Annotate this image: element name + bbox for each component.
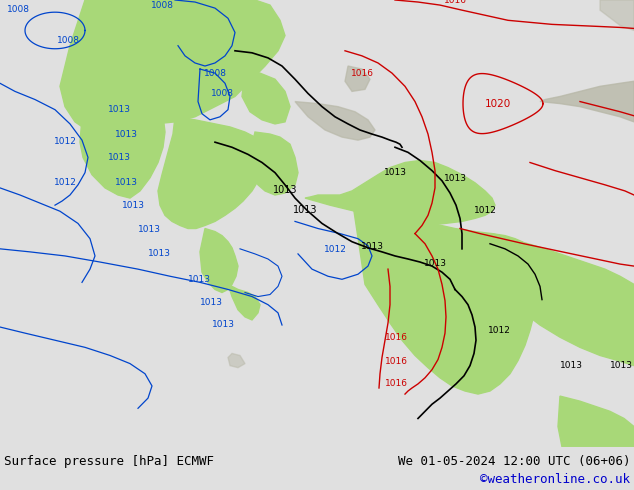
Text: 1013: 1013 xyxy=(188,275,211,284)
Polygon shape xyxy=(200,228,238,293)
Polygon shape xyxy=(295,101,375,140)
Polygon shape xyxy=(558,396,634,447)
Text: 1013: 1013 xyxy=(610,361,633,369)
Polygon shape xyxy=(540,81,634,122)
Text: 1008: 1008 xyxy=(210,90,233,98)
Text: 1013: 1013 xyxy=(384,168,406,177)
Text: 1013: 1013 xyxy=(115,178,138,187)
Text: 1016: 1016 xyxy=(385,333,408,342)
Text: 1016: 1016 xyxy=(385,379,408,388)
Polygon shape xyxy=(228,284,260,320)
Polygon shape xyxy=(248,132,298,195)
Polygon shape xyxy=(80,20,165,198)
Polygon shape xyxy=(345,66,370,92)
Text: 1013: 1013 xyxy=(122,201,145,210)
Text: 1016: 1016 xyxy=(351,69,373,78)
Text: 1016: 1016 xyxy=(385,357,408,366)
Text: 1013: 1013 xyxy=(361,242,384,251)
Text: We 01-05-2024 12:00 UTC (06+06): We 01-05-2024 12:00 UTC (06+06) xyxy=(398,455,630,468)
Text: 1012: 1012 xyxy=(323,245,346,254)
Text: 1013: 1013 xyxy=(108,153,131,163)
Text: 1012: 1012 xyxy=(474,206,496,215)
Text: 1016: 1016 xyxy=(444,0,467,5)
Text: 1012: 1012 xyxy=(53,137,77,146)
Polygon shape xyxy=(158,117,265,228)
Text: 1008: 1008 xyxy=(6,5,30,14)
Polygon shape xyxy=(305,160,495,225)
Text: 1013: 1013 xyxy=(273,185,297,195)
Text: ©weatheronline.co.uk: ©weatheronline.co.uk xyxy=(480,473,630,487)
Polygon shape xyxy=(242,71,290,124)
Text: 1008: 1008 xyxy=(150,1,174,10)
Polygon shape xyxy=(60,0,285,132)
Text: 1012: 1012 xyxy=(488,326,511,335)
Text: 1012: 1012 xyxy=(53,178,77,187)
Text: 1013: 1013 xyxy=(115,130,138,139)
Text: 1013: 1013 xyxy=(212,320,235,329)
Text: 1008: 1008 xyxy=(204,69,226,78)
Text: 1008: 1008 xyxy=(56,36,79,45)
Text: 1013: 1013 xyxy=(200,298,223,307)
Polygon shape xyxy=(228,353,245,368)
Polygon shape xyxy=(492,234,634,366)
Text: 1013: 1013 xyxy=(444,174,467,183)
Text: 1013: 1013 xyxy=(560,361,583,369)
Text: 1013: 1013 xyxy=(108,105,131,114)
Text: 1013: 1013 xyxy=(424,259,446,268)
Polygon shape xyxy=(352,198,540,394)
Text: 1013: 1013 xyxy=(138,224,161,234)
Text: 1013: 1013 xyxy=(293,205,317,215)
Text: 1013: 1013 xyxy=(148,249,171,258)
Polygon shape xyxy=(600,0,634,30)
Text: Surface pressure [hPa] ECMWF: Surface pressure [hPa] ECMWF xyxy=(4,455,214,468)
Text: 1020: 1020 xyxy=(485,98,511,109)
